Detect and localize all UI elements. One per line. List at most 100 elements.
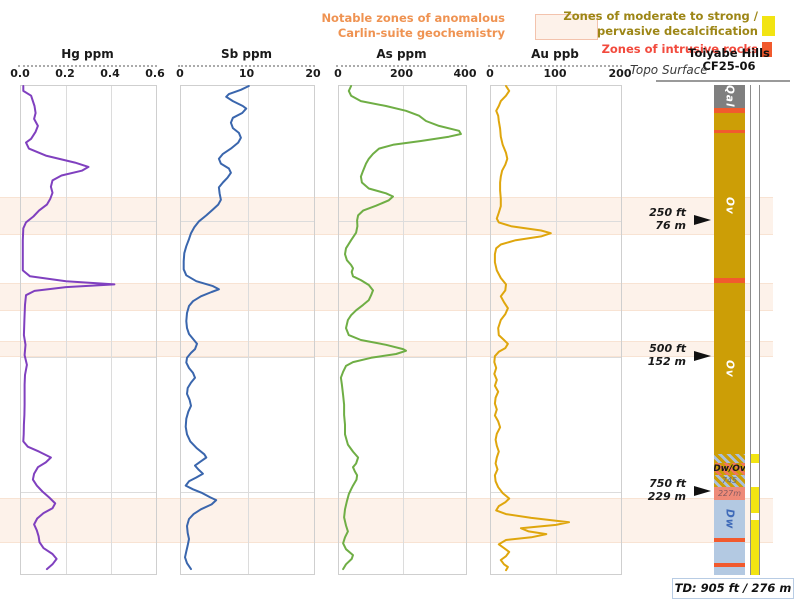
lith-segment-intrusive bbox=[714, 278, 745, 284]
lith-segment-intrusive bbox=[714, 129, 745, 134]
legend-decalcification-line1: Zones of moderate to strong / bbox=[563, 9, 758, 23]
sb-gridline-horizontal bbox=[181, 492, 314, 494]
lith-unit-label: Dw/Ov bbox=[714, 463, 745, 474]
depth-marker-ft: 500 ft bbox=[649, 341, 686, 355]
anomalous-zone-band bbox=[0, 341, 773, 358]
as-chart-title: As ppm bbox=[376, 47, 427, 61]
legend-anomalous-swatch bbox=[535, 14, 598, 40]
sb-axis-line bbox=[178, 65, 315, 67]
lith-unit-label: 745 bbox=[721, 476, 738, 486]
drillhole-title-line2: CF25-06 bbox=[702, 59, 756, 73]
legend-intrusive-label: Zones of intrusive rocks bbox=[601, 42, 758, 56]
au-gridline-horizontal bbox=[491, 356, 621, 358]
au-gridline-horizontal bbox=[491, 492, 621, 494]
sb-tick-label: 20 bbox=[305, 67, 321, 80]
lith-segment-qal: Qal bbox=[714, 85, 745, 108]
as-tick-label: 400 bbox=[453, 67, 477, 80]
hg-tick-label: 0.6 bbox=[145, 67, 165, 80]
au-tick-label: 200 bbox=[608, 67, 632, 80]
depth-marker-ft: 750 ft bbox=[649, 477, 686, 491]
lith-segment-intrusive: 227m bbox=[714, 486, 745, 500]
legend-anomalous-label: Notable zones of anomalous Carlin-suite … bbox=[320, 11, 505, 41]
hg-chart-plot bbox=[20, 85, 157, 575]
lithology-column: Qal Ov Ov Dw/Ov 745 227m Dw bbox=[714, 85, 745, 575]
lith-segment-intrusive bbox=[714, 538, 745, 542]
total-depth-box: TD: 905 ft / 276 m bbox=[672, 578, 794, 599]
as-chart-plot bbox=[338, 85, 467, 575]
hg-tick-label: 0.4 bbox=[100, 67, 120, 80]
lith-segment-dw bbox=[714, 566, 745, 575]
lith-segment-intrusive bbox=[714, 563, 745, 567]
decalcification-track bbox=[750, 85, 760, 575]
drillhole-title: Toiyabe Hills CF25-06 bbox=[668, 47, 790, 73]
hg-tick-label: 0.0 bbox=[10, 67, 30, 80]
hg-gridline-horizontal bbox=[21, 221, 156, 223]
lith-segment-dw: Dw bbox=[714, 499, 745, 539]
lith-segment-dw-ov: 745 bbox=[714, 474, 745, 487]
legend-decalcification-label: Zones of moderate to strong / pervasive … bbox=[530, 9, 758, 39]
hg-tick-label: 0.2 bbox=[55, 67, 75, 80]
au-gridline-vertical bbox=[556, 86, 557, 574]
as-curve bbox=[339, 85, 462, 571]
depth-marker-label: 500 ft 152 m bbox=[598, 342, 686, 368]
hg-chart-title: Hg ppm bbox=[61, 47, 114, 61]
au-gridline-horizontal bbox=[491, 221, 621, 223]
au-curve bbox=[493, 85, 570, 572]
lith-segment-dw bbox=[714, 541, 745, 564]
lith-segment-dw-ov bbox=[714, 454, 745, 463]
sb-curve bbox=[182, 85, 250, 571]
decalcification-zone bbox=[751, 486, 759, 513]
as-gridline-vertical bbox=[402, 86, 404, 574]
as-axis-line bbox=[336, 65, 467, 67]
depth-marker-m: 229 m bbox=[647, 490, 686, 504]
as-gridline-horizontal bbox=[339, 492, 466, 494]
au-chart-plot bbox=[490, 85, 622, 575]
hg-gridline-horizontal bbox=[21, 356, 156, 358]
sb-gridline-vertical bbox=[247, 86, 249, 574]
au-axis-line bbox=[488, 65, 622, 67]
depth-marker-arrow-icon bbox=[694, 486, 711, 497]
sb-tick-label: 0 bbox=[176, 67, 184, 80]
anomalous-zone-band bbox=[0, 197, 773, 235]
drillhole-title-line1: Toiyabe Hills bbox=[688, 46, 770, 60]
decalcification-zone bbox=[751, 454, 759, 463]
lith-segment-ov: Ov bbox=[714, 133, 745, 279]
depth-marker-m: 76 m bbox=[655, 219, 686, 233]
sb-gridline-horizontal bbox=[181, 221, 314, 223]
legend-decalcification-line2: pervasive decalcification bbox=[597, 24, 758, 38]
lith-unit-label: Dw bbox=[723, 508, 736, 530]
hg-curve bbox=[21, 85, 116, 571]
topo-surface-label: Topo Surface bbox=[630, 63, 708, 77]
topo-surface-line bbox=[656, 80, 790, 82]
depth-marker-arrow-icon bbox=[694, 215, 711, 226]
sb-chart-title: Sb ppm bbox=[220, 47, 273, 61]
lith-unit-label: Ov bbox=[723, 359, 736, 378]
depth-marker-ft: 250 ft bbox=[649, 206, 686, 220]
as-tick-label: 200 bbox=[390, 67, 413, 80]
sb-gridline-horizontal bbox=[181, 356, 314, 358]
lith-segment-intrusive bbox=[714, 107, 745, 114]
as-tick-label: 0 bbox=[334, 67, 342, 80]
depth-marker-m: 152 m bbox=[647, 354, 686, 368]
depth-marker-label: 750 ft 229 m bbox=[598, 477, 686, 503]
legend-intrusive-swatch bbox=[762, 42, 772, 57]
sb-tick-label: 10 bbox=[238, 67, 255, 80]
hg-gridline-horizontal bbox=[21, 492, 156, 494]
hg-gridline-vertical bbox=[111, 86, 112, 574]
legend-anomalous-line2: Carlin-suite geochemistry bbox=[337, 26, 505, 40]
au-tick-label: 0 bbox=[486, 67, 494, 80]
lith-segment-ov bbox=[714, 113, 745, 130]
lith-unit-label: 227m bbox=[717, 488, 742, 498]
anomalous-zone-band bbox=[0, 283, 773, 312]
lith-unit-label: Ov bbox=[723, 196, 736, 215]
legend-anomalous-line1: Notable zones of anomalous bbox=[321, 11, 505, 25]
lith-segment-dw-ov: Dw/Ov bbox=[714, 462, 745, 475]
legend-decalcification-swatch bbox=[762, 16, 775, 36]
lith-unit-label: Qal bbox=[723, 85, 736, 108]
decalcification-zone bbox=[751, 519, 759, 575]
sb-chart-plot bbox=[180, 85, 315, 575]
au-tick-label: 100 bbox=[543, 67, 567, 80]
as-gridline-horizontal bbox=[339, 356, 466, 358]
as-gridline-horizontal bbox=[339, 221, 466, 223]
